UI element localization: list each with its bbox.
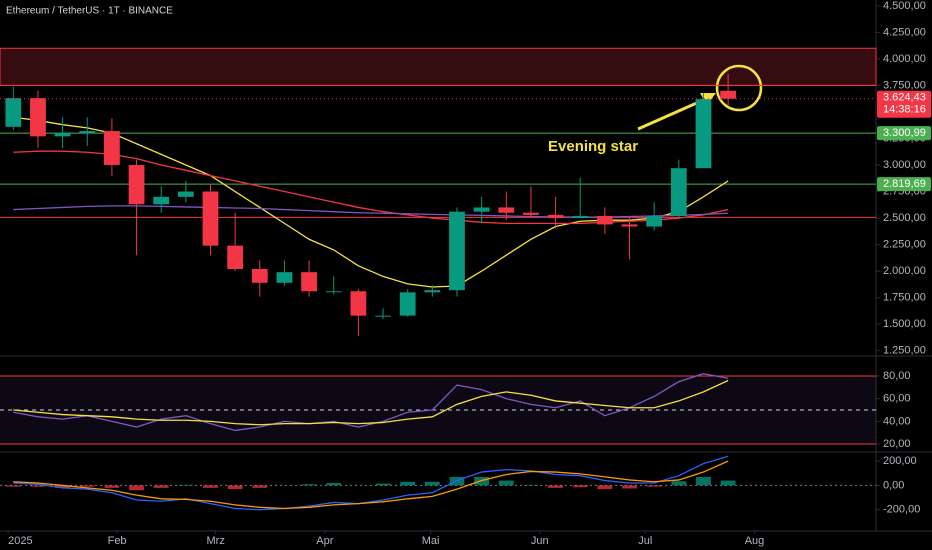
histogram-bar: [646, 485, 662, 487]
histogram-bar: [572, 485, 588, 488]
histogram-bar: [696, 476, 711, 486]
candle-body: [596, 215, 613, 225]
candle-body: [54, 133, 71, 137]
candle-body: [350, 291, 367, 316]
candle-body: [498, 207, 515, 213]
x-tick-label: Aug: [745, 535, 765, 547]
x-tick-label: Apr: [316, 535, 333, 547]
histogram-bar: [79, 485, 95, 487]
candle-body: [177, 191, 194, 197]
histogram-bar: [498, 480, 514, 486]
x-tick-label: 2025: [8, 535, 32, 547]
candle-body: [424, 290, 441, 293]
candle-body: [646, 215, 663, 227]
y-tick-label: 80,00: [883, 370, 911, 382]
candle-body: [276, 272, 293, 283]
histogram-bar: [523, 484, 539, 486]
x-tick-label: Jul: [638, 535, 652, 547]
y-tick-label: 3.000,00: [883, 159, 926, 171]
x-tick-label: Jun: [531, 535, 549, 547]
level-label-box: [877, 126, 931, 141]
y-tick-label: 0,00: [883, 479, 904, 491]
candle-body: [79, 131, 96, 134]
countdown: 14:38:16: [883, 104, 926, 116]
x-tick-label: Mai: [422, 535, 440, 547]
candle-body: [695, 99, 712, 169]
histogram-bar: [622, 485, 637, 489]
histogram-bar: [301, 484, 317, 486]
y-tick-label: 2.250,00: [883, 238, 926, 250]
y-tick-label: 4.250,00: [883, 26, 926, 38]
candle-body: [30, 98, 46, 137]
histogram-bar: [153, 485, 169, 488]
highlight-circle: [715, 64, 763, 112]
histogram-bar: [548, 485, 563, 488]
histogram-bar: [375, 483, 391, 486]
y-tick-label: 1.750,00: [883, 292, 926, 304]
histogram-bar: [597, 485, 613, 490]
y-tick-label: 1.500,00: [883, 318, 926, 330]
level-label: 3.300,99: [883, 127, 926, 139]
histogram-bar: [671, 481, 687, 486]
y-tick-label: 200,00: [883, 455, 917, 467]
indicator-line: [13, 373, 729, 432]
indicator-line: [13, 460, 729, 510]
last-price-label: 3.624,43: [883, 92, 926, 104]
candle-body: [621, 224, 638, 227]
y-tick-label: 40,00: [883, 415, 911, 427]
indicator-line: [13, 379, 729, 426]
candle-body: [227, 245, 244, 269]
histogram-bar: [326, 482, 342, 486]
y-tick-label: 60,00: [883, 393, 911, 405]
level-label: 2.819,69: [883, 178, 926, 190]
histogram-bar: [178, 484, 194, 486]
histogram-bar: [720, 480, 736, 486]
y-tick-label: 2.000,00: [883, 265, 926, 277]
histogram-bar: [104, 485, 120, 488]
candle-body: [375, 315, 391, 317]
candle-body: [251, 268, 268, 283]
candle-body: [572, 215, 589, 219]
histogram-bar: [129, 485, 144, 491]
y-tick-label: 4.500,00: [883, 0, 926, 12]
histogram-bar: [227, 485, 243, 490]
candle-body: [449, 211, 465, 291]
candle-body: [202, 191, 219, 246]
candle-body: [325, 291, 342, 293]
candle-body: [5, 98, 22, 127]
indicator-line: [13, 205, 729, 218]
histogram-bar: [30, 485, 46, 487]
level-label-box: [877, 177, 931, 192]
x-tick-label: Mrz: [207, 535, 225, 547]
y-tick-label: 1.250,00: [883, 345, 926, 357]
histogram-bar: [203, 485, 218, 488]
histogram-bar: [252, 485, 268, 488]
candle-body: [670, 168, 687, 216]
candle-body: [547, 214, 564, 219]
chart-title: Ethereum / TetherUS · 1T · BINANCE: [6, 6, 173, 17]
candle-body: [128, 165, 145, 205]
candle-body: [473, 207, 490, 212]
histogram-bar: [400, 481, 416, 486]
y-tick-label: -200,00: [883, 504, 920, 516]
annotation: Evening star: [548, 138, 638, 155]
last-price-box: [877, 90, 931, 118]
y-tick-label: 3.750,00: [883, 79, 926, 91]
candle-body: [399, 292, 416, 316]
histogram-bar: [424, 481, 440, 486]
candle-body: [301, 272, 317, 292]
candle-body: [104, 131, 120, 166]
candle-body: [523, 212, 539, 215]
y-tick-label: 4.000,00: [883, 53, 926, 65]
histogram-bar: [5, 485, 21, 487]
candle-body: [720, 90, 736, 99]
indicator-line: [13, 455, 729, 511]
candle-body: [153, 196, 170, 205]
histogram-bar: [55, 485, 71, 488]
y-tick-label: 2.500,00: [883, 212, 926, 224]
y-tick-label: 20,00: [883, 438, 911, 450]
x-tick-label: Feb: [108, 535, 127, 547]
